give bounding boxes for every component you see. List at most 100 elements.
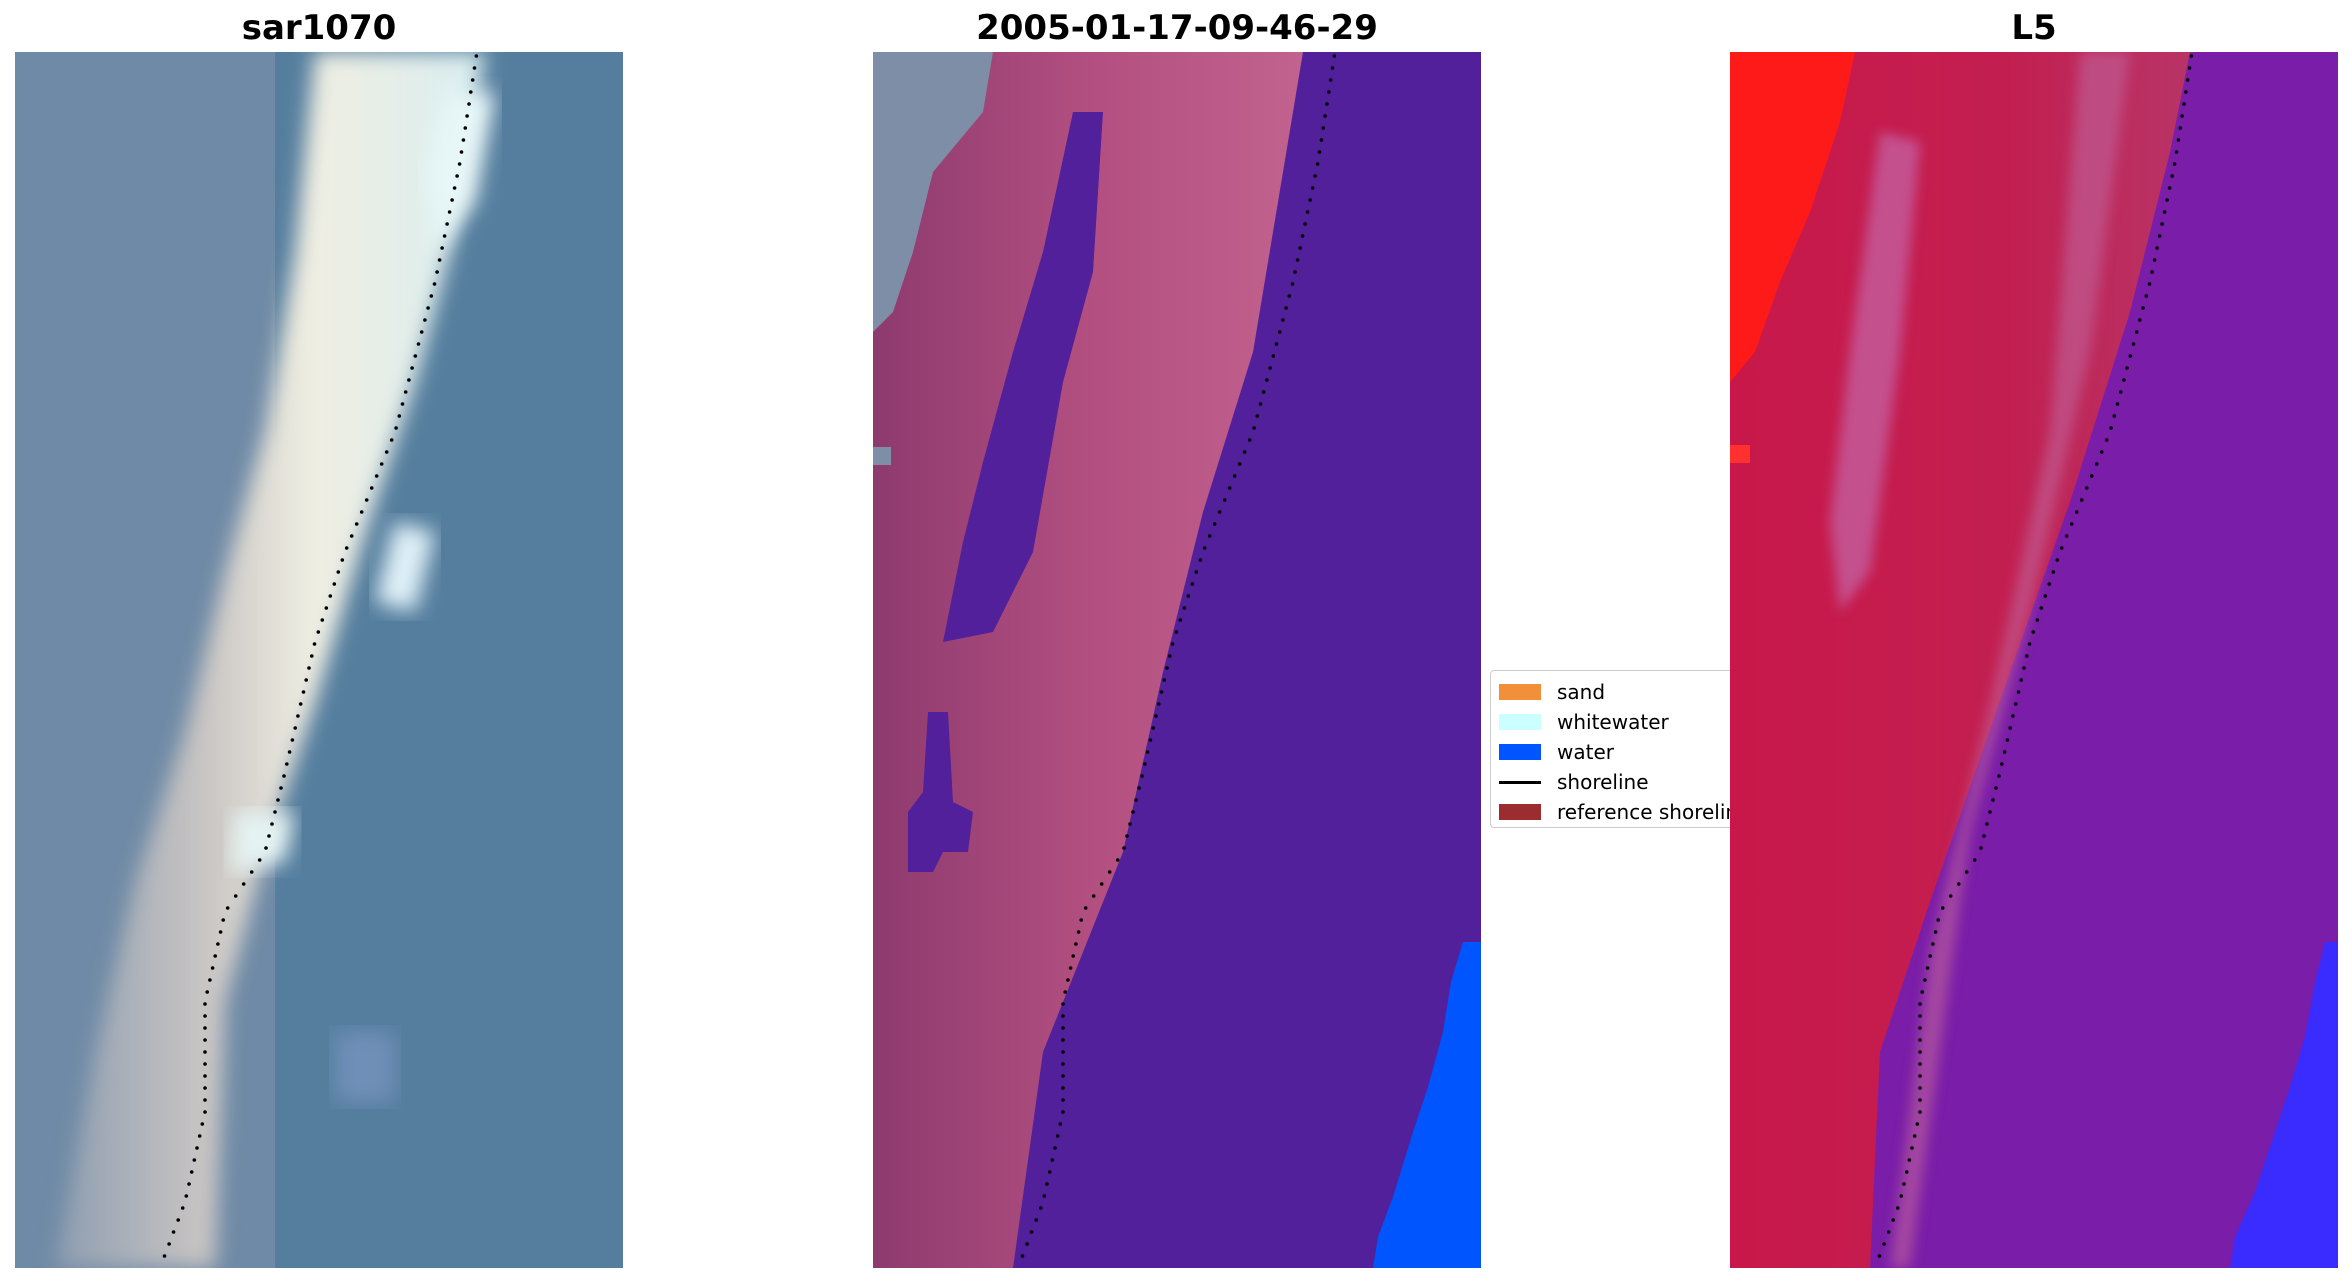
shoreline-dot (1061, 1110, 1065, 1114)
shoreline-dot (1287, 294, 1292, 298)
shoreline-dot (1047, 1170, 1052, 1174)
shoreline-dot (2031, 630, 2036, 634)
shoreline-dot (1020, 1254, 1025, 1258)
shoreline-dot (1258, 402, 1263, 406)
shoreline-dot (2019, 678, 2023, 682)
shoreline-dot (394, 426, 398, 430)
shoreline-dot (1212, 522, 1217, 526)
shoreline-dot (1277, 330, 1282, 334)
classified-land-area (873, 52, 993, 332)
shoreline-dot (1083, 906, 1088, 910)
shoreline-dot (304, 678, 309, 682)
shoreline-dot (440, 246, 444, 250)
shoreline-dot (2147, 282, 2152, 286)
shoreline-dot (1151, 726, 1155, 730)
shoreline-dot (457, 162, 462, 166)
shoreline-dot (195, 1146, 199, 1150)
shoreline-dot (432, 282, 437, 286)
shoreline-dot (1303, 222, 1307, 226)
shoreline-dot (1895, 1206, 1900, 1210)
shoreline-dot (1293, 270, 1297, 274)
shoreline-dot (290, 738, 295, 742)
shoreline-dot (264, 846, 268, 850)
index-high-value-area (1730, 52, 1855, 382)
shoreline-dot (1317, 150, 1322, 154)
shoreline-dot (1915, 1122, 1920, 1126)
legend-item-whitewater: whitewater (1491, 707, 1739, 737)
shoreline-dot (1162, 678, 1166, 682)
shoreline-dot (203, 1038, 207, 1042)
shoreline-dot (162, 1254, 167, 1258)
shoreline-dot (1985, 822, 1989, 826)
shoreline-dot (1918, 1086, 1922, 1090)
shoreline-dot (1255, 414, 1260, 418)
shoreline-dot (426, 306, 430, 310)
shoreline-dot (2174, 150, 2179, 154)
classified-water-channel (908, 712, 973, 872)
shoreline-dot (1925, 966, 1930, 970)
shoreline-dot (1168, 654, 1172, 658)
shoreline-dot (1918, 1050, 1922, 1054)
classified-sand-area (873, 52, 1303, 1268)
shoreline-dot (407, 378, 411, 382)
shoreline-dot (2162, 210, 2167, 214)
shoreline-dot (1327, 90, 1331, 94)
shoreline-dot (1178, 618, 1183, 622)
shoreline-dot (2016, 690, 2021, 694)
shoreline-dot (1882, 1242, 1886, 1246)
shoreline-dot (2141, 306, 2145, 310)
index-image (1730, 52, 2338, 1268)
legend-item-shoreline: shoreline (1491, 767, 1739, 797)
shoreline-dot (354, 522, 359, 526)
whitewater-patch (230, 812, 295, 872)
shoreline-dot (2112, 414, 2117, 418)
shoreline-dot (1061, 1002, 1065, 1006)
shoreline-dot (1920, 990, 1924, 994)
index-stripe (1830, 132, 1920, 612)
shoreline-dot (1050, 1158, 1055, 1162)
shoreline-dot (2002, 750, 2007, 754)
shoreline-dot (1332, 54, 1337, 58)
shoreline-dot (2125, 366, 2129, 370)
legend-label: water (1557, 740, 1614, 764)
shoreline-dot (1918, 1038, 1922, 1042)
shoreline-dot (389, 438, 394, 442)
shoreline-dot (285, 762, 289, 766)
shoreline-dot (1107, 870, 1112, 874)
shoreline-dot (2064, 534, 2069, 538)
shoreline-dot (273, 810, 277, 814)
shoreline-dot (437, 258, 442, 262)
shoreline-dot (1202, 546, 1207, 550)
shoreline-dot (1074, 942, 1078, 946)
shoreline-dot (1198, 558, 1203, 562)
shoreline-dot (1988, 810, 1992, 814)
shoreline-dot (1079, 918, 1083, 922)
shoreline-dot (1038, 1206, 1043, 1210)
shoreline-dot (445, 222, 449, 226)
shoreline-dot (2079, 498, 2084, 502)
shoreline-dot (1061, 1050, 1065, 1054)
classified-land-area (873, 447, 891, 465)
shoreline-dot (282, 774, 286, 778)
panel-title-rgb: sar1070 (241, 8, 397, 48)
shoreline-dot (210, 966, 215, 970)
shoreline-dot (2180, 114, 2184, 118)
shoreline-dot (2178, 126, 2183, 130)
shoreline-dot (1940, 906, 1945, 910)
classified-open-water (1373, 942, 1481, 1268)
shoreline-dot (1061, 1098, 1065, 1102)
shoreline-dot (2022, 666, 2026, 670)
whitewater-swatch (1499, 714, 1541, 730)
shoreline-dot (374, 474, 379, 478)
shoreline-dot (203, 1086, 207, 1090)
shoreline-dot (270, 822, 274, 826)
shoreline-dot (1061, 1074, 1065, 1078)
shoreline-dot (203, 1026, 207, 1030)
shoreline-dot (1068, 966, 1073, 970)
whitewater-patch (425, 92, 495, 252)
shoreline-dot (2069, 522, 2074, 526)
shoreline-dot (465, 114, 469, 118)
shoreline-dot (1061, 1062, 1065, 1066)
shoreline-dot (2150, 270, 2154, 274)
shoreline-dot (267, 834, 271, 838)
